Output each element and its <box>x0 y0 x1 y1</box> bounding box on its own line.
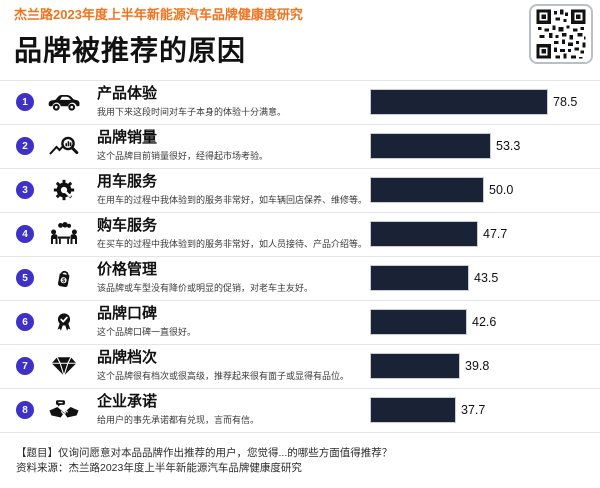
reason-label: 产品体验 <box>97 85 158 103</box>
bar-value: 47.7 <box>483 227 508 242</box>
bar-brand-reputation <box>370 309 467 336</box>
rank-badge: 6 <box>16 313 34 332</box>
svg-text:$: $ <box>61 278 66 285</box>
data-source: 资料来源：杰兰路2023年度上半年新能源汽车品牌健康度研究 <box>16 462 302 475</box>
rank-badge: 1 <box>16 93 34 112</box>
reason-description: 在买车的过程中我体验到的服务非常好，如人员接待、产品介绍等。 <box>97 238 368 249</box>
footer: 【题目】仅询问愿意对本品品牌作出推荐的用户，您觉得...的哪些方面值得推荐？ 资… <box>0 433 600 478</box>
bar-corporate-promise <box>370 397 456 424</box>
bar-price-management <box>370 265 469 292</box>
rank-badge: 8 <box>16 401 34 420</box>
sales-chart-magnifier-icon <box>47 135 81 157</box>
bar-area: 78.5 <box>370 89 600 116</box>
rank-badge: 5 <box>16 269 34 288</box>
reason-label: 品牌档次 <box>97 349 158 367</box>
bar-value: 78.5 <box>553 95 578 110</box>
reason-text: 产品体验 我用下来这段时间对车子本身的体验十分满意。 <box>97 86 370 118</box>
reason-description: 这个品牌口碑一直很好。 <box>97 326 197 337</box>
rank-badge: 4 <box>16 225 34 244</box>
reason-label: 用车服务 <box>97 173 158 191</box>
reason-list: 1 产品体验 我用下来这段时间对车子本身的体验十分满意。 78.5 2 <box>0 79 600 433</box>
reason-label: 价格管理 <box>97 261 158 279</box>
reason-text: 品牌口碑 这个品牌口碑一直很好。 <box>97 306 370 338</box>
bar-value: 53.3 <box>496 139 521 154</box>
reason-row-usage-service: 3 用车服务 在用车的过程中我体验 <box>0 169 600 213</box>
bar-area: 50.0 <box>370 177 600 204</box>
handshake-icon <box>47 399 81 422</box>
reason-text: 品牌销量 这个品牌目前销量很好，经得起市场考验。 <box>97 130 370 162</box>
reason-description: 给用户的事先承诺都有兑现，言而有信。 <box>97 414 260 425</box>
bar-area: 47.7 <box>370 221 600 248</box>
bar-purchase-service <box>370 221 478 248</box>
bar-brand-class <box>370 353 460 380</box>
bar-area: 42.6 <box>370 309 600 336</box>
reason-description: 该品牌或车型没有降价或明显的促销，对老车主友好。 <box>97 282 314 293</box>
reason-text: 品牌档次 这个品牌很有档次或很高级，推荐起来很有面子或显得有品位。 <box>97 350 370 382</box>
rank-badge: 3 <box>16 181 34 200</box>
reason-description: 这个品牌很有档次或很高级，推荐起来很有面子或显得有品位。 <box>97 370 350 381</box>
price-tag-icon: $ <box>47 266 81 290</box>
reason-row-brand-class: 7 品牌档次 这个品牌很有档次或很高级，推荐起来很有面子或显得有品位。 39.8 <box>0 345 600 389</box>
reason-text: 购车服务 在买车的过程中我体验到的服务非常好，如人员接待、产品介绍等。 <box>97 218 370 250</box>
reason-description: 我用下来这段时间对车子本身的体验十分满意。 <box>97 106 287 117</box>
page-title: 品牌被推荐的原因 <box>14 34 247 66</box>
bar-usage-service <box>370 177 484 204</box>
rank-badge: 7 <box>16 357 34 376</box>
qr-code <box>529 4 593 64</box>
bar-area: 53.3 <box>370 133 600 160</box>
reason-row-product-experience: 1 产品体验 我用下来这段时间对车子本身的体验十分满意。 78.5 <box>0 81 600 125</box>
negotiation-icon <box>47 222 81 246</box>
bar-area: 37.7 <box>370 397 600 424</box>
survey-question: 【题目】仅询问愿意对本品品牌作出推荐的用户，您觉得...的哪些方面值得推荐？ <box>16 446 393 459</box>
reason-label: 品牌销量 <box>97 129 158 147</box>
reason-text: 价格管理 该品牌或车型没有降价或明显的促销，对老车主友好。 <box>97 262 370 294</box>
reason-description: 在用车的过程中我体验到的服务非常好，如车辆回店保养、维修等。 <box>97 194 368 205</box>
bar-area: 43.5 <box>370 265 600 292</box>
reason-text: 企业承诺 给用户的事先承诺都有兑现，言而有信。 <box>97 394 370 426</box>
reason-label: 企业承诺 <box>97 393 158 411</box>
bar-value: 42.6 <box>472 315 497 330</box>
diamond-icon <box>47 355 81 377</box>
reason-row-price-management: 5 $ 价格管理 该品牌或车型没有降价或明显的促销，对老车主友好。 43.5 <box>0 257 600 301</box>
bar-value: 43.5 <box>474 271 499 286</box>
rank-badge: 2 <box>16 137 34 156</box>
medal-icon <box>47 310 81 334</box>
reason-label: 购车服务 <box>97 217 158 235</box>
reason-label: 品牌口碑 <box>97 305 158 323</box>
bar-brand-sales <box>370 133 491 160</box>
bar-value: 37.7 <box>461 403 486 418</box>
reason-row-brand-sales: 2 品牌销量 这个品牌目前销量很好，经得起市场考验。 53.3 <box>0 125 600 169</box>
bar-area: 39.8 <box>370 353 600 380</box>
reason-text: 用车服务 在用车的过程中我体验到的服务非常好，如车辆回店保养、维修等。 <box>97 174 370 206</box>
car-icon <box>47 91 81 113</box>
bar-value: 50.0 <box>489 183 514 198</box>
reason-row-brand-reputation: 6 品牌口碑 这个品牌口碑一直很好。 42.6 <box>0 301 600 345</box>
reason-description: 这个品牌目前销量很好，经得起市场考验。 <box>97 150 269 161</box>
bar-product-experience <box>370 89 548 116</box>
reason-row-corporate-promise: 8 企业承诺 给用户的事先承诺都有兑现，言而有信。 37.7 <box>0 389 600 433</box>
header: 杰兰路2023年度上半年新能源汽车品牌健康度研究 品牌被推荐的原因 <box>0 0 600 69</box>
gear-wrench-icon <box>47 178 81 202</box>
bar-value: 39.8 <box>465 359 490 374</box>
reason-row-purchase-service: 4 购车服务 在买车的过程中我体验到的服务非常好，如人员接待、产品介绍等。 47… <box>0 213 600 257</box>
research-label: 杰兰路2023年度上半年新能源汽车品牌健康度研究 <box>14 7 303 22</box>
